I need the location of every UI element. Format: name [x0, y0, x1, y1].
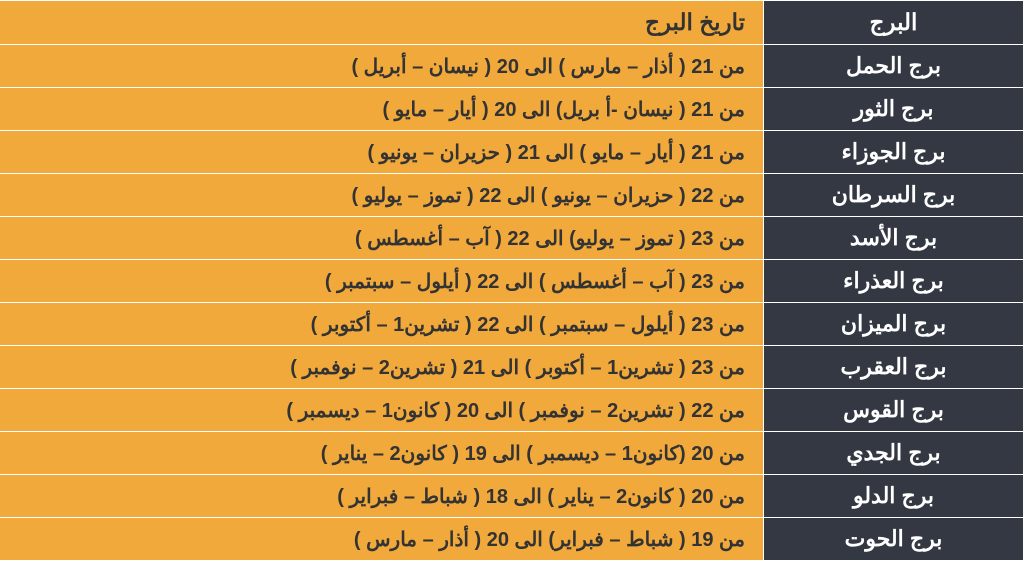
- table-header-row: البرج تاريخ البرج: [0, 1, 1024, 45]
- header-date: تاريخ البرج: [0, 1, 764, 45]
- table-row: برج العقرب من 23 ( تشرين1 – أكتوبر ) الى…: [0, 346, 1024, 389]
- table-row: برج الحمل من 21 ( أذار – مارس ) الى 20 (…: [0, 45, 1024, 88]
- cell-sign: برج السرطان: [764, 174, 1024, 217]
- cell-date: من 21 ( أذار – مارس ) الى 20 ( نيسان – أ…: [0, 45, 764, 88]
- cell-date: من 22 ( حزيران – يونيو ) الى 22 ( تموز –…: [0, 174, 764, 217]
- table-row: برج الميزان من 23 ( أيلول – سبتمبر ) الى…: [0, 303, 1024, 346]
- cell-sign: برج العذراء: [764, 260, 1024, 303]
- cell-date: من 21 ( نيسان -أ بريل) الى 20 ( أيار – م…: [0, 88, 764, 131]
- cell-date: من 21 ( أيار – مايو ) الى 21 ( حزيران – …: [0, 131, 764, 174]
- cell-date: من 19 ( شباط – فبراير) الى 20 ( أذار – م…: [0, 518, 764, 561]
- table-row: برج السرطان من 22 ( حزيران – يونيو ) الى…: [0, 174, 1024, 217]
- cell-sign: برج الأسد: [764, 217, 1024, 260]
- table-row: برج الأسد من 23 ( تموز – يوليو) الى 22 (…: [0, 217, 1024, 260]
- cell-sign: برج الثور: [764, 88, 1024, 131]
- zodiac-dates-table: البرج تاريخ البرج برج الحمل من 21 ( أذار…: [0, 0, 1024, 561]
- table-row: برج الجوزاء من 21 ( أيار – مايو ) الى 21…: [0, 131, 1024, 174]
- table-row: برج القوس من 22 ( تشرين2 – نوفمبر ) الى …: [0, 389, 1024, 432]
- cell-sign: برج العقرب: [764, 346, 1024, 389]
- table-row: برج الحوت من 19 ( شباط – فبراير) الى 20 …: [0, 518, 1024, 561]
- cell-date: من 23 ( تموز – يوليو) الى 22 ( آب – أغسط…: [0, 217, 764, 260]
- cell-date: من 23 ( آب – أغسطس ) الى 22 ( أيلول – سب…: [0, 260, 764, 303]
- cell-sign: برج الحوت: [764, 518, 1024, 561]
- cell-date: من 20 (كانون1 – ديسمبر ) الى 19 ( كانون2…: [0, 432, 764, 475]
- table-row: برج الجدي من 20 (كانون1 – ديسمبر ) الى 1…: [0, 432, 1024, 475]
- table-row: برج الدلو من 20 ( كانون2 – يناير ) الى 1…: [0, 475, 1024, 518]
- cell-sign: برج الجدي: [764, 432, 1024, 475]
- table-row: برج الثور من 21 ( نيسان -أ بريل) الى 20 …: [0, 88, 1024, 131]
- cell-sign: برج الميزان: [764, 303, 1024, 346]
- cell-sign: برج القوس: [764, 389, 1024, 432]
- cell-sign: برج الحمل: [764, 45, 1024, 88]
- cell-date: من 23 ( أيلول – سبتمبر ) الى 22 ( تشرين1…: [0, 303, 764, 346]
- header-sign: البرج: [764, 1, 1024, 45]
- cell-sign: برج الجوزاء: [764, 131, 1024, 174]
- cell-sign: برج الدلو: [764, 475, 1024, 518]
- cell-date: من 22 ( تشرين2 – نوفمبر ) الى 20 ( كانون…: [0, 389, 764, 432]
- cell-date: من 20 ( كانون2 – يناير ) الى 18 ( شباط –…: [0, 475, 764, 518]
- cell-date: من 23 ( تشرين1 – أكتوبر ) الى 21 ( تشرين…: [0, 346, 764, 389]
- table-row: برج العذراء من 23 ( آب – أغسطس ) الى 22 …: [0, 260, 1024, 303]
